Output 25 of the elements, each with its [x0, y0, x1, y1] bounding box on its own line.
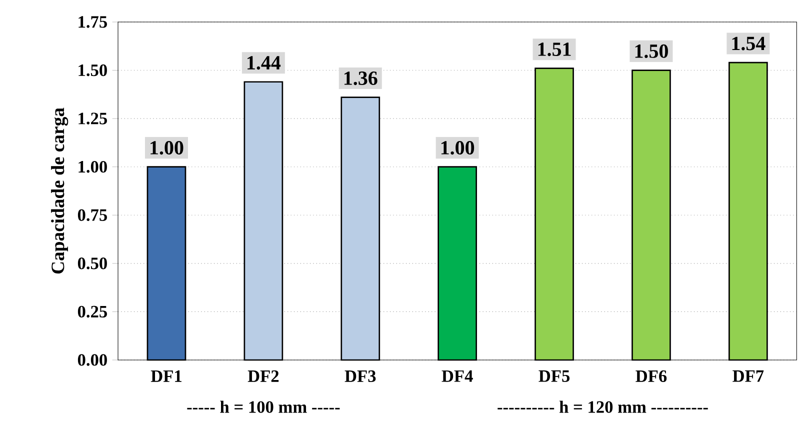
y-tick-label: 1.00 [78, 160, 107, 173]
x-tick-label: DF4 [442, 370, 473, 382]
x-tick-label: DF6 [636, 370, 667, 382]
data-label: 1.44 [248, 56, 281, 70]
data-label: 1.00 [441, 141, 474, 155]
text: ---------- h = 120 mm ---------- [498, 400, 708, 413]
y-tick-label: 0.75 [78, 209, 107, 222]
data-label: 1.50 [635, 44, 668, 58]
x-tick-label: DF7 [732, 370, 764, 382]
y-tick-label: 0.50 [78, 258, 107, 270]
data-label: 1.54 [732, 36, 766, 50]
y-tick-label: 1.75 [78, 16, 107, 28]
y-tick-label: 1.50 [78, 64, 107, 76]
x-tick-label: DF5 [538, 370, 570, 382]
y-axis-title: Capacidade de carga [51, 108, 68, 274]
x-tick-label: DF3 [344, 370, 376, 382]
y-tick-label: 1.25 [78, 112, 107, 124]
x-tick-label: DF2 [248, 370, 279, 382]
text: ----- h = 100 mm ----- [187, 400, 340, 413]
y-tick-label: 0.25 [78, 306, 107, 318]
data-label: 1.00 [150, 141, 184, 155]
data-label: 1.36 [344, 72, 378, 86]
y-tick-label: 0.00 [78, 354, 107, 366]
x-tick-label: DF1 [150, 370, 182, 382]
data-label: 1.51 [538, 42, 571, 56]
